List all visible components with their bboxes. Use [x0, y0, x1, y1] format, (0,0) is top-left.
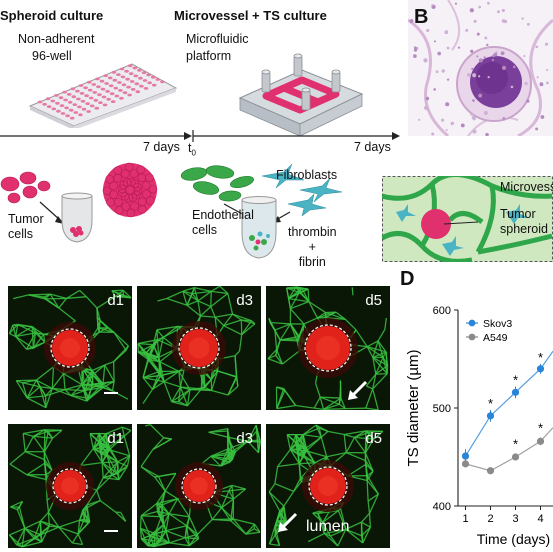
micro-r1-c3: d5: [266, 286, 390, 410]
tumor-cells-illustration: [0, 162, 158, 243]
y-axis-label: TS diameter (µm): [405, 350, 422, 467]
legend-marker: [468, 319, 476, 327]
data-point: [536, 437, 545, 445]
legend-label: Skov3: [483, 318, 512, 330]
microfluidic-platform-illustration: [238, 53, 364, 137]
significance-star: *: [538, 421, 543, 436]
microvessel-label: Microvess: [500, 180, 553, 194]
micro-r1-c2: d3: [137, 286, 261, 410]
microvessel-sub2: platform: [186, 49, 232, 63]
scale-bar: [104, 530, 118, 532]
significance-star: *: [513, 436, 518, 451]
data-point: [486, 412, 495, 420]
timeline-right-label: 7 days: [354, 140, 391, 154]
x-axis-label: Time (days): [477, 531, 550, 547]
arrow-icon: [348, 380, 368, 400]
spheroid-culture-title: Spheroid culture: [0, 8, 104, 23]
y-tick-label: 600: [433, 305, 451, 317]
panel-b-letter: B: [414, 6, 429, 28]
thrombin-fibrin-label: thrombin + fibrin: [288, 225, 337, 269]
data-point: [461, 452, 470, 460]
timeline-t0: t0: [188, 141, 196, 158]
endothelial-fibroblast-illustration: [180, 163, 343, 259]
x-tick-label: 2: [487, 513, 493, 525]
significance-star: *: [488, 396, 493, 411]
data-point: [486, 467, 495, 475]
y-tick-label: 500: [433, 403, 451, 415]
tumor-spheroid-label: Tumor spheroid: [500, 207, 548, 236]
x-tick-label: 1: [462, 513, 468, 525]
day-label: d1: [107, 292, 124, 309]
day-label: d1: [107, 430, 124, 447]
well-plate-illustration: [28, 63, 178, 128]
tumor-cells-label: Tumor cells: [8, 212, 44, 241]
legend-marker: [468, 333, 476, 341]
scale-bar: [104, 392, 118, 394]
day-label: d3: [236, 292, 253, 309]
micro-r2-c3: d5 lumen: [266, 424, 390, 548]
day-label: d5: [365, 430, 382, 447]
x-tick-label: 4: [537, 513, 543, 525]
data-point: [461, 460, 470, 468]
microvessel-sub1: Microfluidic: [186, 32, 249, 46]
panel-b-histology: B: [408, 0, 553, 136]
micro-r1-c1: d1: [8, 286, 132, 410]
legend-label: A549: [483, 332, 508, 344]
day-label: d3: [236, 430, 253, 447]
microvessel-title: Microvessel + TS culture: [174, 8, 327, 23]
data-point: [511, 388, 520, 396]
lumen-label: lumen: [306, 518, 350, 535]
fibroblasts-label: Fibroblasts: [276, 168, 338, 182]
arrow-icon: [278, 512, 298, 532]
panel-d-letter: D: [400, 268, 415, 290]
data-point: [536, 365, 545, 373]
growth-chart: 400 500 600 1 2 3 4 Time (days) TS diameter (µm)…: [405, 305, 553, 547]
x-tick-label: 3: [512, 513, 518, 525]
significance-star: *: [538, 350, 543, 365]
micro-r2-c1: d1: [8, 424, 132, 548]
y-tick-label: 400: [433, 501, 451, 513]
spheroid-sub1: Non-adherent: [18, 32, 95, 46]
timeline-left-label: 7 days: [143, 140, 180, 154]
spheroid-sub2: 96-well: [32, 49, 72, 63]
day-label: d5: [365, 292, 382, 309]
data-point: [511, 453, 520, 461]
endothelial-cells-label: Endothelial cells: [192, 208, 254, 237]
significance-star: *: [513, 373, 518, 388]
histology-image: [408, 0, 553, 136]
micro-r2-c2: d3: [137, 424, 261, 548]
microvessel-spheroid-schematic: [382, 176, 553, 262]
timeline: [0, 130, 400, 142]
